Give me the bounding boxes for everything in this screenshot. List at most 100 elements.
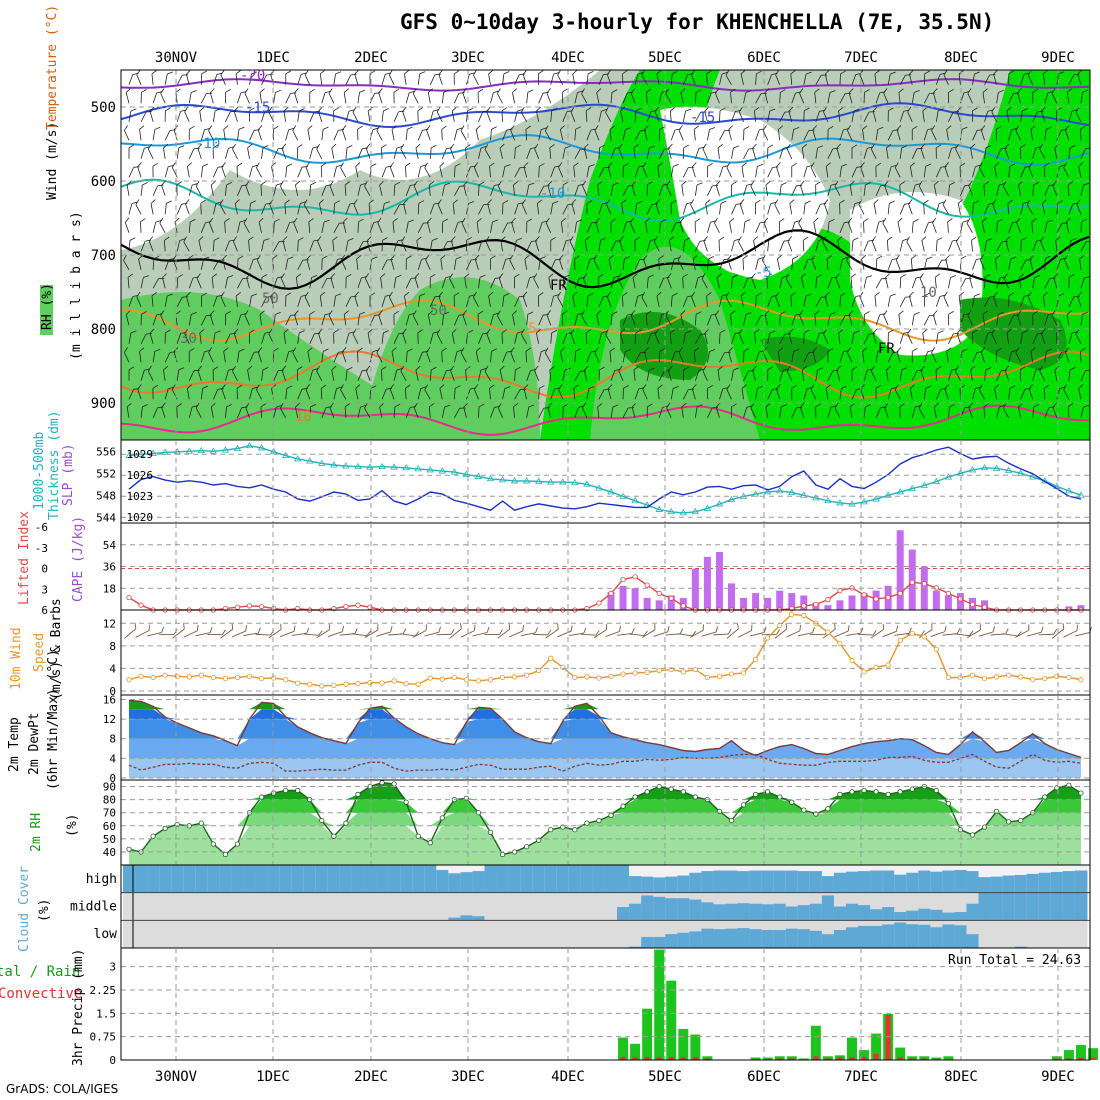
barb-flag <box>953 333 960 335</box>
barb-flag <box>877 126 884 130</box>
barb-staff <box>355 166 359 178</box>
wind-barb <box>634 294 644 307</box>
wind-barb <box>727 254 732 270</box>
wind-barb <box>453 385 461 400</box>
wind-barb <box>777 347 784 363</box>
barb-flag <box>979 624 981 631</box>
barb-flag <box>543 185 550 187</box>
barb-staff <box>309 184 312 196</box>
barb-flag <box>974 293 980 297</box>
barb-flag <box>384 201 390 204</box>
wind-barb <box>152 220 162 233</box>
barb-staff <box>574 185 579 196</box>
wind-barb <box>449 273 455 289</box>
barb-staff <box>247 147 250 159</box>
wind-barb <box>199 106 205 122</box>
lifted-index-line-point <box>837 588 843 594</box>
wind-barb <box>502 293 510 307</box>
barb-flag <box>524 254 530 260</box>
wind-barb <box>538 349 547 363</box>
barb-flag <box>791 384 797 389</box>
barb-staff <box>658 314 663 326</box>
wind-barb <box>429 109 439 122</box>
barb-staff <box>670 73 673 85</box>
barb-staff <box>502 351 508 363</box>
barb-flag <box>520 106 525 113</box>
barb-flag <box>619 625 622 632</box>
barb-flag <box>758 257 764 260</box>
barb-flag <box>340 384 344 390</box>
barb-staff <box>655 203 660 215</box>
barb-staff <box>911 221 914 233</box>
barb-staff <box>815 333 820 344</box>
barb-staff <box>453 129 458 141</box>
barb-staff <box>632 277 636 289</box>
wind-barb <box>586 257 596 270</box>
barb-flag <box>647 181 653 186</box>
barb-staff <box>609 129 612 141</box>
barb-staff <box>846 260 853 270</box>
barb-staff <box>779 184 782 196</box>
barb-staff <box>834 630 849 638</box>
wind-barb <box>244 88 250 104</box>
barb-flag <box>394 403 401 408</box>
barb-staff <box>225 333 231 344</box>
barb-flag <box>355 162 361 167</box>
barb-flag <box>242 277 249 279</box>
barb-flag <box>443 89 450 93</box>
barb-flag <box>748 148 755 150</box>
wind-barb <box>778 218 785 233</box>
wind-barb <box>788 328 794 344</box>
barb-flag <box>355 384 361 389</box>
barb-flag <box>769 330 776 334</box>
barb-flag <box>544 347 549 353</box>
wind-barb <box>426 125 431 141</box>
wind-barb <box>501 107 508 122</box>
barb-staff <box>765 406 769 418</box>
wind-barb <box>586 386 595 400</box>
wind-barb <box>316 365 323 381</box>
wind-barb <box>356 254 362 270</box>
wind-barb <box>680 88 686 104</box>
barb-flag <box>733 145 739 149</box>
barb-staff <box>702 148 708 159</box>
barb-staff <box>815 296 822 307</box>
barb-flag <box>888 107 894 112</box>
wind-barb <box>320 384 327 400</box>
barb-flag <box>381 144 387 149</box>
barb-flag <box>338 129 345 131</box>
barb-flag <box>567 203 574 205</box>
wind-barb <box>345 331 355 344</box>
barb-flag <box>558 384 563 390</box>
barb-staff <box>128 296 134 307</box>
barb-staff <box>658 278 664 289</box>
wind-barb <box>935 366 942 381</box>
wind-barb <box>573 384 579 400</box>
wind-barb <box>454 407 466 418</box>
barb-staff <box>883 315 889 326</box>
wind-barb <box>815 238 825 252</box>
barb-flag <box>907 106 912 113</box>
barb-staff <box>209 222 214 233</box>
wind-barb <box>931 125 937 141</box>
wind-barb <box>487 199 492 215</box>
barb-flag <box>908 199 913 205</box>
barb-staff <box>488 73 491 85</box>
barb-staff <box>231 630 246 638</box>
barb-staff <box>948 148 952 159</box>
barb-flag <box>478 181 485 186</box>
barb-staff <box>861 258 865 270</box>
barb-flag <box>186 291 191 297</box>
wind-barb <box>728 125 733 141</box>
barb-staff <box>417 222 424 233</box>
wind-barb <box>402 106 407 122</box>
barb-staff <box>750 185 756 196</box>
barb-flag <box>961 348 968 352</box>
barb-staff <box>462 314 467 326</box>
wind-barb <box>617 273 624 289</box>
barb-staff <box>282 240 287 252</box>
barb-flag <box>690 199 695 205</box>
barb-flag <box>851 144 858 149</box>
barb-staff <box>862 351 865 363</box>
barb-staff <box>176 240 181 252</box>
